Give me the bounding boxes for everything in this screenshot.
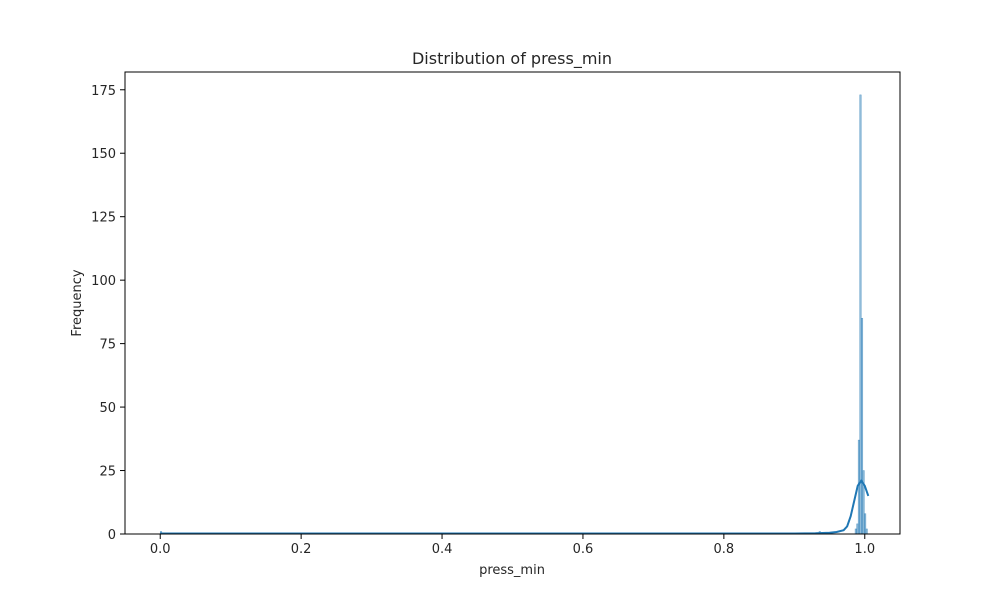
x-tick-label: 0.8 [714, 542, 735, 557]
y-axis-label: Frequency [70, 269, 85, 336]
y-axis-ticks: 0 25 50 75 100 125 150 175 [91, 84, 125, 543]
x-tick-label: 0.6 [573, 542, 594, 557]
histogram-bar [865, 528, 868, 535]
x-tick-label: 0.4 [432, 542, 453, 557]
y-tick-label: 25 [99, 465, 116, 480]
x-tick-label: 1.0 [854, 542, 875, 557]
y-tick-label: 100 [91, 274, 116, 289]
chart-title: Distribution of press_min [412, 49, 612, 69]
x-axis-ticks: 0.0 0.2 0.4 0.6 0.8 1.0 [150, 534, 875, 557]
y-tick-label: 175 [91, 84, 116, 99]
kde-curve [160, 478, 870, 535]
y-tick-label: 125 [91, 211, 116, 226]
y-tick-label: 50 [99, 401, 116, 416]
y-tick-label: 0 [108, 528, 116, 543]
y-tick-label: 75 [99, 338, 116, 353]
y-tick-label: 150 [91, 147, 116, 162]
x-tick-label: 0.2 [291, 542, 312, 557]
x-tick-label: 0.0 [150, 542, 171, 557]
plot-frame [124, 71, 901, 535]
x-axis-label: press_min [479, 563, 545, 578]
